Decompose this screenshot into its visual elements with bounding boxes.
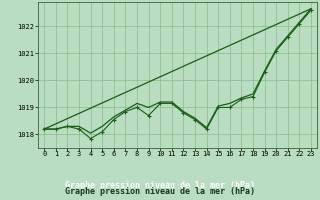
- Text: Graphe pression niveau de la mer (hPa): Graphe pression niveau de la mer (hPa): [65, 182, 255, 190]
- Text: Graphe pression niveau de la mer (hPa): Graphe pression niveau de la mer (hPa): [65, 188, 255, 196]
